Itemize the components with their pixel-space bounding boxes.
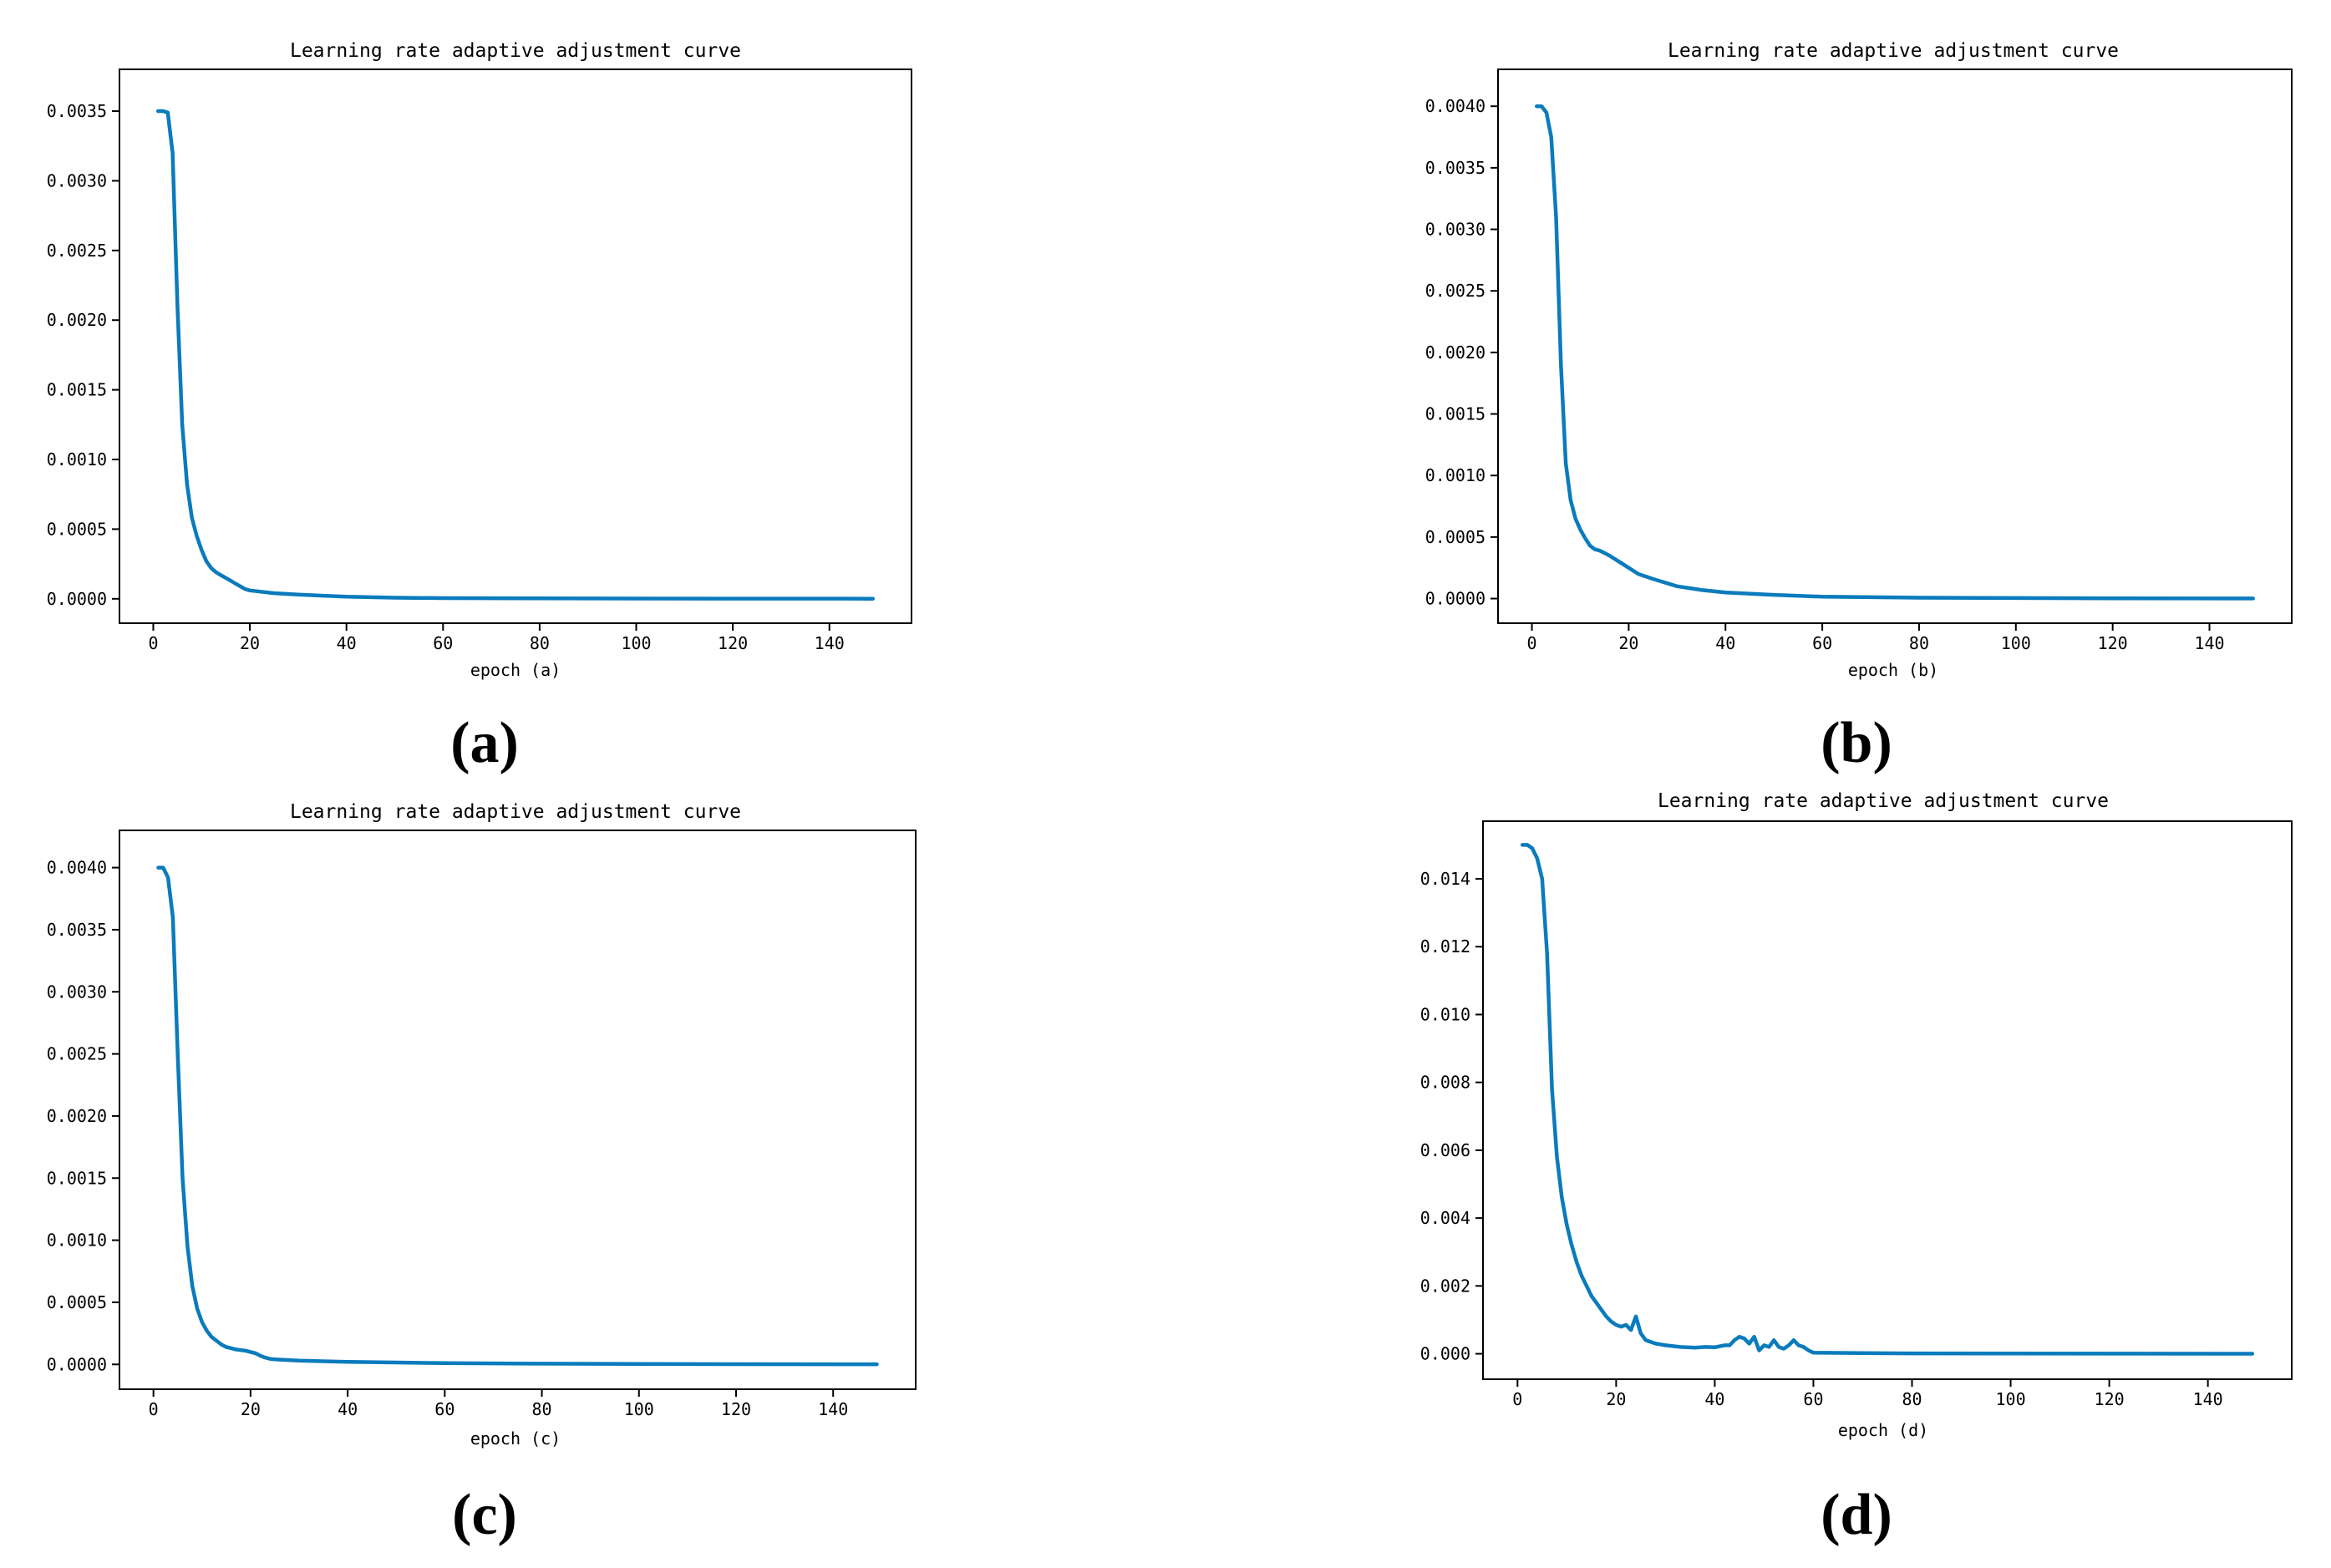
x-tick-label: 0 [1527, 633, 1537, 653]
y-tick-label: 0.0005 [47, 519, 107, 539]
plot-frame [1497, 69, 2293, 624]
x-tick-label: 100 [621, 633, 651, 653]
y-tick-label: 0.0015 [47, 1168, 107, 1188]
y-ticks: 0.000 0.002 0.004 0.006 0.008 0.010 0.012 0.014 [1420, 869, 1483, 1364]
x-tick-label: 60 [433, 633, 453, 653]
x-tick-label: 0 [1512, 1389, 1522, 1409]
y-tick-label: 0.0000 [47, 1354, 107, 1374]
x-tick-label: 40 [337, 633, 357, 653]
panel-label: (c) [452, 1483, 517, 1547]
x-tick-label: 100 [624, 1399, 654, 1419]
chart-title: Learning rate adaptive adjustment curve [290, 40, 741, 62]
y-ticks: 0.0000 0.0005 0.0010 0.0015 0.0020 0.0025 0.00… [47, 101, 119, 609]
x-tick-label: 0 [149, 1399, 159, 1419]
y-ticks: 0.0000 0.0005 0.0010 0.0015 0.0020 0.0025 0.00… [1425, 96, 1498, 609]
x-tick-label: 140 [2194, 633, 2224, 653]
x-tick-label: 60 [434, 1399, 455, 1419]
x-ticks: 0 20 40 60 80 100 120 140 [148, 623, 845, 653]
y-tick-label: 0.0030 [1425, 220, 1485, 240]
y-tick-label: 0.0025 [47, 1044, 107, 1064]
x-axis-label: epoch (b) [1848, 660, 1938, 680]
x-axis-label: epoch (c) [470, 1428, 561, 1449]
x-tick-label: 120 [721, 1399, 751, 1419]
lr-curve-line [156, 865, 879, 1367]
x-tick-label: 0 [148, 633, 158, 653]
x-tick-label: 80 [532, 1399, 552, 1419]
x-ticks: 0 20 40 60 80 100 120 140 [149, 1389, 848, 1419]
y-tick-label: 0.0035 [47, 101, 107, 121]
y-tick-label: 0.012 [1420, 936, 1470, 957]
y-tick-label: 0.010 [1420, 1004, 1470, 1024]
x-tick-label: 60 [1803, 1389, 1823, 1409]
x-axis-label: epoch (d) [1838, 1420, 1928, 1440]
panel-label: (d) [1821, 1483, 1892, 1547]
x-tick-label: 140 [2193, 1389, 2223, 1409]
y-tick-label: 0.014 [1420, 869, 1470, 889]
x-tick-label: 40 [338, 1399, 358, 1419]
chart-panel-c: Learning rate adaptive adjustment curve … [47, 801, 917, 1547]
y-tick-label: 0.0020 [47, 1106, 107, 1126]
x-ticks: 0 20 40 60 80 100 120 140 [1527, 623, 2225, 653]
y-tick-label: 0.0030 [47, 982, 107, 1002]
x-tick-label: 20 [1606, 1389, 1626, 1409]
y-tick-label: 0.0030 [47, 170, 107, 190]
plot-frame [1482, 820, 2293, 1380]
plot-frame [119, 69, 912, 624]
x-tick-label: 100 [2001, 633, 2031, 653]
y-tick-label: 0.0040 [47, 858, 107, 878]
x-tick-label: 60 [1812, 633, 1832, 653]
x-tick-label: 120 [2095, 1389, 2125, 1409]
x-tick-label: 120 [718, 633, 748, 653]
y-tick-label: 0.006 [1420, 1140, 1470, 1160]
y-tick-label: 0.0005 [1425, 527, 1485, 547]
y-tick-label: 0.0015 [47, 380, 107, 400]
x-tick-label: 80 [1909, 633, 1929, 653]
y-tick-label: 0.0035 [47, 920, 107, 940]
chart-title: Learning rate adaptive adjustment curve [290, 801, 741, 823]
y-tick-label: 0.000 [1420, 1344, 1470, 1364]
y-tick-label: 0.0040 [1425, 96, 1485, 116]
x-ticks: 0 20 40 60 80 100 120 140 [1512, 1379, 2223, 1409]
y-tick-label: 0.0015 [1425, 404, 1485, 424]
lr-curve-line [155, 109, 876, 601]
x-axis-label: epoch (a) [470, 660, 561, 680]
y-tick-label: 0.0010 [47, 1231, 107, 1251]
x-tick-label: 20 [241, 1399, 261, 1419]
chart-title: Learning rate adaptive adjustment curve [1668, 40, 2119, 62]
x-tick-label: 20 [1618, 633, 1638, 653]
x-tick-label: 80 [1902, 1389, 1922, 1409]
y-tick-label: 0.002 [1420, 1276, 1470, 1296]
y-tick-label: 0.0000 [1425, 589, 1485, 609]
x-tick-label: 80 [530, 633, 550, 653]
plot-frame [119, 830, 917, 1390]
panel-label: (b) [1821, 711, 1892, 775]
x-tick-label: 40 [1715, 633, 1735, 653]
y-tick-label: 0.0020 [47, 310, 107, 330]
x-tick-label: 20 [240, 633, 260, 653]
y-tick-label: 0.0010 [1425, 465, 1485, 485]
chart-panel-a: Learning rate adaptive adjustment curve … [47, 40, 912, 775]
y-tick-label: 0.0035 [1425, 158, 1485, 178]
y-tick-label: 0.0005 [47, 1292, 107, 1312]
y-tick-label: 0.008 [1420, 1073, 1470, 1093]
y-tick-label: 0.0000 [47, 589, 107, 609]
y-tick-label: 0.004 [1420, 1208, 1470, 1228]
panel-label: (a) [450, 711, 519, 775]
y-tick-label: 0.0020 [1425, 343, 1485, 363]
y-tick-label: 0.0010 [47, 449, 107, 469]
lr-curve-line [1520, 843, 2255, 1356]
y-tick-label: 0.0025 [47, 241, 107, 261]
y-ticks: 0.0000 0.0005 0.0010 0.0015 0.0020 0.0025 0.00… [47, 858, 119, 1374]
y-tick-label: 0.0025 [1425, 281, 1485, 301]
chart-panel-d: Learning rate adaptive adjustment curve … [1420, 790, 2293, 1547]
lr-curve-line [1535, 104, 2255, 601]
x-tick-label: 120 [2098, 633, 2128, 653]
x-tick-label: 40 [1704, 1389, 1724, 1409]
chart-title: Learning rate adaptive adjustment curve [1658, 790, 2109, 812]
chart-panel-b: Learning rate adaptive adjustment curve … [1425, 40, 2293, 775]
x-tick-label: 140 [815, 633, 845, 653]
x-tick-label: 100 [1995, 1389, 2025, 1409]
x-tick-label: 140 [818, 1399, 848, 1419]
